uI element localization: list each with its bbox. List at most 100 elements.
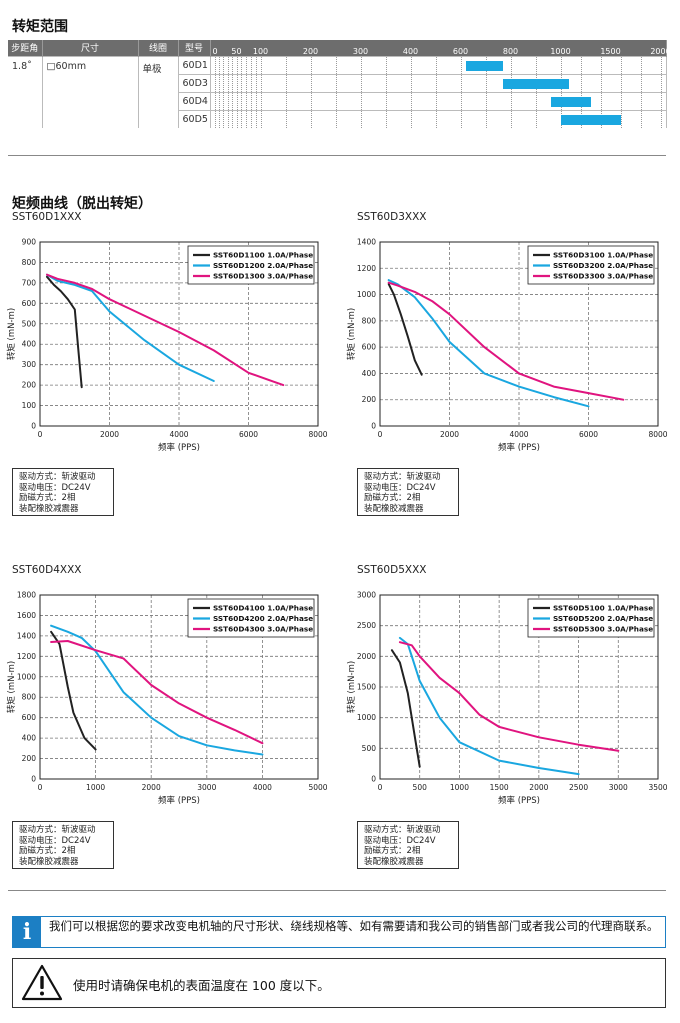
- scale-gridline: [250, 92, 252, 110]
- series-line: [46, 275, 83, 389]
- scale-gridline: [260, 110, 262, 128]
- y-tick-label: 300: [22, 360, 37, 369]
- y-tick-label: 2500: [357, 621, 376, 630]
- torque-chart-d3: 0 2000 4000 6000 8000 0 200 400 600 800 1000 1200 14…: [340, 232, 680, 472]
- torque-chart-d4: 0 1000 2000 3000 4000 5000 0 200 400 600 800 1000 12…: [0, 585, 340, 825]
- model-cell: 60D4: [178, 91, 211, 110]
- scale-gridline: [223, 110, 225, 128]
- scale-gridline: [410, 56, 412, 74]
- x-tick-label: 500: [413, 783, 428, 792]
- info-notice: i 我们可以根据您的要求改变电机轴的尺寸形状、绕线规格等、如有需要请和我公司的销…: [12, 916, 666, 948]
- y-tick-label: 0: [371, 775, 376, 784]
- scale-gridline: [218, 110, 220, 128]
- chart-title-d5: SST60D5XXX: [357, 564, 427, 576]
- scale-gridline: [620, 74, 622, 92]
- legend-label: SST60D3200 2.0A/Phase: [553, 261, 653, 270]
- condition-line: 驱动方式：斩波驱动: [19, 472, 96, 482]
- drive-conditions-d3: 驱动方式：斩波驱动 驱动电压：DC24V 励磁方式：2相 装配橡胶减震器: [357, 468, 459, 516]
- scale-gridline: [250, 110, 252, 128]
- scale-gridline: [510, 56, 512, 74]
- x-tick-label: 4000: [509, 430, 528, 439]
- y-tick-label: 100: [22, 401, 37, 410]
- chart-svg: 0 2000 4000 6000 8000 0 200 400 600 800 1000 1200 14…: [346, 238, 668, 454]
- legend-label: SST60D1300 3.0A/Phase: [213, 272, 313, 281]
- scale-gridline: [485, 92, 487, 110]
- series-line: [46, 273, 215, 382]
- chart-title-d4: SST60D4XXX: [12, 564, 82, 576]
- scale-gridline: [310, 56, 312, 74]
- scale-gridline: [246, 92, 248, 110]
- x-tick-label: 3500: [648, 783, 667, 792]
- scale-gridline: [335, 92, 337, 110]
- section-divider: [8, 155, 666, 156]
- scale-gridline: [600, 74, 602, 92]
- series-line: [50, 640, 264, 745]
- y-axis-label: 转矩 (mN-m): [6, 661, 17, 713]
- y-tick-label: 600: [22, 299, 37, 308]
- scale-tick-label: 2000: [650, 47, 671, 56]
- y-tick-label: 600: [22, 713, 37, 722]
- x-tick-label: 8000: [308, 430, 327, 439]
- scale-gridline: [385, 110, 387, 128]
- condition-line: 驱动方式：斩波驱动: [364, 825, 441, 835]
- scale-gridline: [600, 92, 602, 110]
- scale-gridline: [260, 56, 262, 74]
- model-cell: 60D1: [178, 55, 211, 74]
- x-tick-label: 4000: [253, 783, 272, 792]
- scale-gridline: [560, 56, 562, 74]
- scale-gridline: [410, 92, 412, 110]
- torque-range-cell: [210, 73, 667, 92]
- scale-gridline: [360, 110, 362, 128]
- legend-label: SST60D5100 1.0A/Phase: [553, 604, 653, 613]
- scale-gridline: [485, 74, 487, 92]
- scale-gridline: [620, 110, 622, 128]
- y-tick-label: 1400: [17, 631, 36, 640]
- scale-gridline: [335, 110, 337, 128]
- scale-gridline: [232, 110, 234, 128]
- drive-conditions-d4: 驱动方式：斩波驱动 驱动电压：DC24V 励磁方式：2相 装配橡胶减震器: [12, 821, 114, 869]
- legend-label: SST60D4100 1.0A/Phase: [213, 604, 313, 613]
- step-angle-value: 1.8˚: [8, 55, 43, 128]
- x-axis-label: 频率 (PPS): [498, 795, 540, 806]
- torque-range-table: 步距角 尺寸 线圈 型号 0 50 100 200 300 400 600 800 1000 15…: [8, 40, 671, 128]
- scale-gridline: [214, 56, 216, 74]
- y-tick-label: 1500: [357, 683, 376, 692]
- section-divider: [8, 890, 666, 891]
- header-wiring: 线圈: [138, 40, 179, 56]
- y-axis-label: 转矩 (mN-m): [6, 308, 17, 360]
- legend-label: SST60D4300 3.0A/Phase: [213, 625, 313, 634]
- scale-gridline: [410, 110, 412, 128]
- condition-line: 装配橡胶减震器: [364, 856, 424, 867]
- scale-gridline: [236, 92, 238, 110]
- y-tick-label: 400: [22, 340, 37, 349]
- x-tick-label: 8000: [648, 430, 667, 439]
- y-tick-label: 200: [22, 754, 37, 763]
- y-tick-label: 1800: [17, 591, 36, 600]
- scale-gridline: [214, 92, 216, 110]
- drive-conditions-d1: 驱动方式：斩波驱动 驱动电压：DC24V 励磁方式：2相 装配橡胶减震器: [12, 468, 114, 516]
- scale-gridline: [255, 92, 257, 110]
- plot-frame: [39, 241, 319, 427]
- chart-svg: 0 2000 4000 6000 8000 0 100 200 300 400 500 600 700 8…: [6, 238, 328, 454]
- scale-tick-label: 600: [452, 47, 469, 56]
- header-step-angle: 步距角: [8, 40, 43, 56]
- x-tick-label: 3000: [609, 783, 628, 792]
- torque-range-bar: [550, 96, 591, 107]
- y-axis-label: 转矩 (mN-m): [346, 661, 357, 713]
- y-tick-label: 500: [362, 744, 377, 753]
- legend-label: SST60D3100 1.0A/Phase: [553, 251, 653, 260]
- scale-gridline: [236, 110, 238, 128]
- scale-gridline: [640, 56, 642, 74]
- model-cell: 60D5: [178, 109, 211, 128]
- scale-gridline: [255, 110, 257, 128]
- warning-notice: 使用时请确保电机的表面温度在 100 度以下。: [12, 958, 666, 1008]
- torque-chart-d5: 0 500 1000 1500 2000 2500 3000 3500 0 500 1000 1500…: [340, 585, 680, 825]
- header-torque-scale: 0 50 100 200 300 400 600 800 1000 1500 2000: [210, 40, 671, 56]
- scale-gridline: [510, 110, 512, 128]
- scale-gridline: [460, 74, 462, 92]
- scale-gridline: [255, 56, 257, 74]
- plot-frame: [379, 241, 659, 427]
- condition-line: 装配橡胶减震器: [364, 503, 424, 514]
- scale-gridline: [227, 110, 229, 128]
- scale-gridline: [214, 110, 216, 128]
